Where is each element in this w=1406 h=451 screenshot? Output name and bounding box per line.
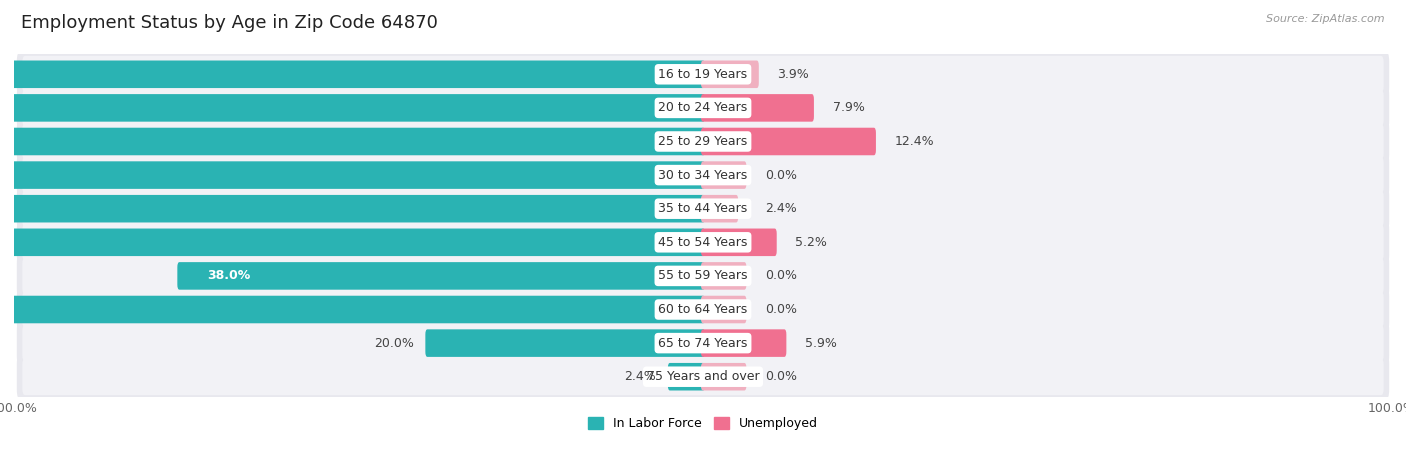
Text: 2.4%: 2.4% — [624, 370, 657, 383]
Text: 75 Years and over: 75 Years and over — [647, 370, 759, 383]
Text: 3.9%: 3.9% — [778, 68, 810, 81]
FancyBboxPatch shape — [702, 128, 876, 155]
FancyBboxPatch shape — [17, 354, 1389, 400]
FancyBboxPatch shape — [22, 190, 1384, 227]
FancyBboxPatch shape — [668, 363, 704, 391]
FancyBboxPatch shape — [702, 195, 738, 222]
Legend: In Labor Force, Unemployed: In Labor Force, Unemployed — [583, 412, 823, 435]
FancyBboxPatch shape — [22, 358, 1384, 395]
FancyBboxPatch shape — [17, 286, 1389, 333]
FancyBboxPatch shape — [22, 258, 1384, 295]
FancyBboxPatch shape — [22, 224, 1384, 261]
FancyBboxPatch shape — [0, 161, 704, 189]
FancyBboxPatch shape — [22, 56, 1384, 93]
FancyBboxPatch shape — [702, 229, 776, 256]
Text: 35 to 44 Years: 35 to 44 Years — [658, 202, 748, 215]
FancyBboxPatch shape — [17, 85, 1389, 131]
FancyBboxPatch shape — [0, 195, 704, 222]
FancyBboxPatch shape — [702, 161, 747, 189]
FancyBboxPatch shape — [17, 253, 1389, 299]
Text: 65 to 74 Years: 65 to 74 Years — [658, 336, 748, 350]
FancyBboxPatch shape — [0, 296, 704, 323]
FancyBboxPatch shape — [22, 291, 1384, 328]
Text: 45 to 54 Years: 45 to 54 Years — [658, 236, 748, 249]
FancyBboxPatch shape — [0, 60, 704, 88]
FancyBboxPatch shape — [702, 60, 759, 88]
FancyBboxPatch shape — [22, 89, 1384, 126]
Text: 0.0%: 0.0% — [765, 169, 797, 182]
FancyBboxPatch shape — [17, 152, 1389, 198]
Text: 38.0%: 38.0% — [207, 269, 250, 282]
FancyBboxPatch shape — [702, 329, 786, 357]
Text: Employment Status by Age in Zip Code 64870: Employment Status by Age in Zip Code 648… — [21, 14, 437, 32]
Text: 60 to 64 Years: 60 to 64 Years — [658, 303, 748, 316]
Text: 5.9%: 5.9% — [806, 336, 837, 350]
Text: 20.0%: 20.0% — [374, 336, 413, 350]
FancyBboxPatch shape — [0, 94, 704, 122]
FancyBboxPatch shape — [0, 229, 704, 256]
Text: 20 to 24 Years: 20 to 24 Years — [658, 101, 748, 115]
Text: 0.0%: 0.0% — [765, 370, 797, 383]
Text: 12.4%: 12.4% — [894, 135, 934, 148]
FancyBboxPatch shape — [22, 123, 1384, 160]
FancyBboxPatch shape — [17, 118, 1389, 165]
Text: 16 to 19 Years: 16 to 19 Years — [658, 68, 748, 81]
FancyBboxPatch shape — [0, 128, 704, 155]
Text: 0.0%: 0.0% — [765, 303, 797, 316]
Text: Source: ZipAtlas.com: Source: ZipAtlas.com — [1267, 14, 1385, 23]
FancyBboxPatch shape — [17, 219, 1389, 266]
FancyBboxPatch shape — [17, 185, 1389, 232]
Text: 0.0%: 0.0% — [765, 269, 797, 282]
FancyBboxPatch shape — [426, 329, 704, 357]
FancyBboxPatch shape — [17, 51, 1389, 97]
FancyBboxPatch shape — [17, 320, 1389, 366]
FancyBboxPatch shape — [702, 363, 747, 391]
FancyBboxPatch shape — [177, 262, 704, 290]
Text: 2.4%: 2.4% — [765, 202, 797, 215]
Text: 7.9%: 7.9% — [832, 101, 865, 115]
FancyBboxPatch shape — [22, 325, 1384, 362]
FancyBboxPatch shape — [22, 156, 1384, 193]
Text: 55 to 59 Years: 55 to 59 Years — [658, 269, 748, 282]
Text: 30 to 34 Years: 30 to 34 Years — [658, 169, 748, 182]
FancyBboxPatch shape — [702, 94, 814, 122]
Text: 5.2%: 5.2% — [796, 236, 827, 249]
FancyBboxPatch shape — [702, 296, 747, 323]
FancyBboxPatch shape — [702, 262, 747, 290]
Text: 25 to 29 Years: 25 to 29 Years — [658, 135, 748, 148]
